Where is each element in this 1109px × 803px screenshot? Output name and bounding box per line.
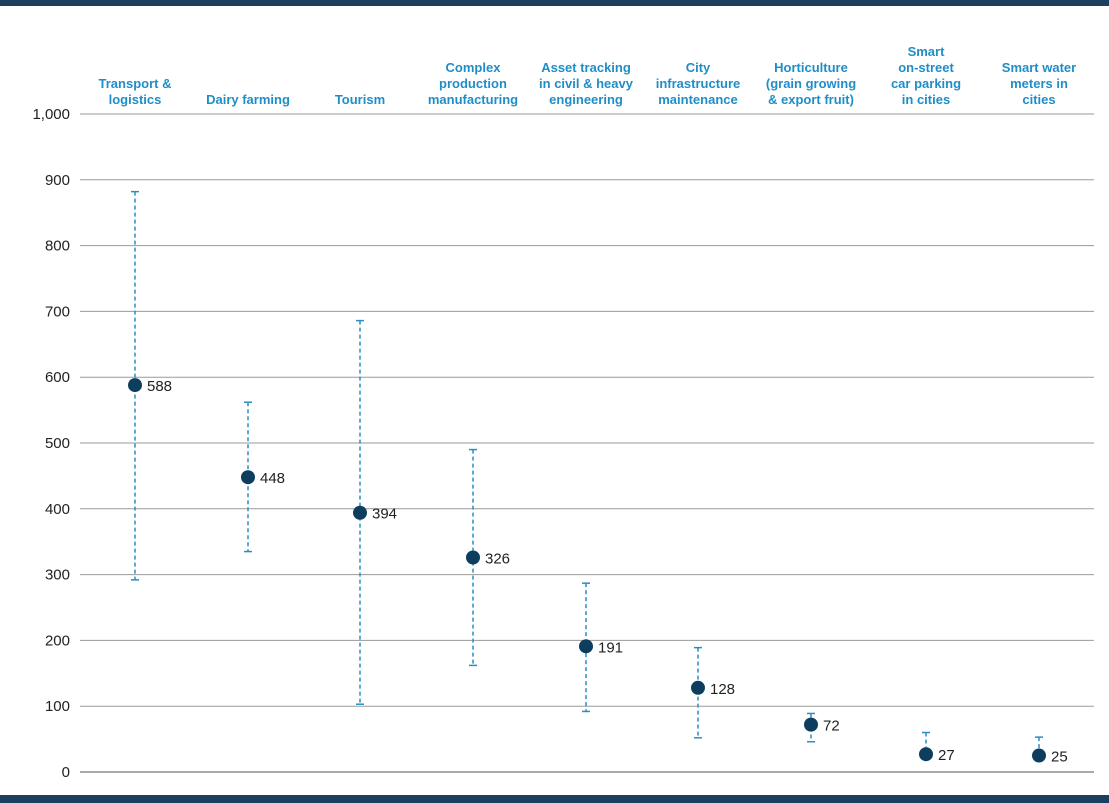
category-label: Transport & xyxy=(99,76,172,91)
y-tick-label: 900 xyxy=(45,172,70,189)
y-tick-label: 100 xyxy=(45,698,70,715)
category-label: Tourism xyxy=(335,92,385,107)
category-label: production xyxy=(439,76,507,91)
category-label: Smart xyxy=(908,44,946,59)
top-border-bar xyxy=(0,0,1109,6)
category-label: infrastructure xyxy=(656,76,741,91)
y-tick-label: 300 xyxy=(45,567,70,584)
y-tick-label: 200 xyxy=(45,632,70,649)
category-label: logistics xyxy=(109,92,162,107)
category-label: Dairy farming xyxy=(206,92,290,107)
data-point xyxy=(466,550,480,565)
data-label: 588 xyxy=(147,378,172,395)
data-label: 191 xyxy=(598,639,623,656)
data-point xyxy=(579,639,593,654)
category-label: cities xyxy=(1022,92,1055,107)
y-tick-label: 400 xyxy=(45,501,70,518)
data-label: 448 xyxy=(260,470,285,487)
category-label: City xyxy=(686,60,711,75)
data-label: 27 xyxy=(938,747,955,764)
y-tick-label: 1,000 xyxy=(32,106,70,123)
data-point xyxy=(804,717,818,732)
bottom-border-bar xyxy=(0,795,1109,803)
data-point xyxy=(691,680,705,695)
data-point xyxy=(1032,748,1046,763)
data-point xyxy=(919,747,933,762)
y-tick-label: 800 xyxy=(45,238,70,255)
category-label: in cities xyxy=(902,92,950,107)
category-label: Complex xyxy=(446,60,502,75)
category-label: maintenance xyxy=(658,92,737,107)
data-label: 72 xyxy=(823,718,840,735)
category-label: car parking xyxy=(891,76,961,91)
data-label: 25 xyxy=(1051,749,1068,766)
category-label: in civil & heavy xyxy=(539,76,634,91)
data-label: 128 xyxy=(710,681,735,698)
y-tick-label: 0 xyxy=(62,764,70,781)
data-point xyxy=(353,505,367,520)
category-label: engineering xyxy=(549,92,623,107)
y-tick-label: 600 xyxy=(45,369,70,386)
category-label: manufacturing xyxy=(428,92,518,107)
data-label: 326 xyxy=(485,550,510,567)
category-label: & export fruit) xyxy=(768,92,854,107)
y-tick-label: 700 xyxy=(45,303,70,320)
data-label: 394 xyxy=(372,506,397,523)
category-label: Asset tracking xyxy=(541,60,631,75)
category-label: Horticulture xyxy=(774,60,848,75)
category-label: Smart water xyxy=(1002,60,1076,75)
category-label: (grain growing xyxy=(766,76,856,91)
category-label: meters in xyxy=(1010,76,1068,91)
data-point xyxy=(128,378,142,393)
category-label: on-street xyxy=(898,60,954,75)
data-point xyxy=(241,470,255,485)
y-tick-label: 500 xyxy=(45,435,70,452)
